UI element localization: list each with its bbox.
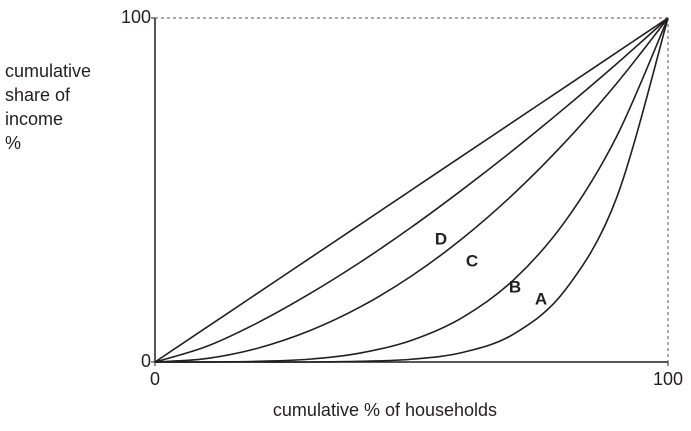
curve-label: A bbox=[535, 289, 547, 308]
x-tick-label: 0 bbox=[150, 369, 160, 389]
y-axis-title: income bbox=[5, 109, 63, 129]
curve bbox=[154, 17, 669, 363]
x-tick-label: 100 bbox=[653, 369, 683, 389]
curve-label: B bbox=[509, 277, 521, 296]
curve bbox=[154, 17, 669, 363]
curve bbox=[154, 17, 669, 363]
x-axis-title: cumulative % of households bbox=[273, 400, 497, 420]
y-tick-label: 0 bbox=[141, 351, 151, 371]
y-axis-title: share of bbox=[5, 85, 71, 105]
y-axis-title: % bbox=[5, 133, 21, 153]
curve bbox=[154, 17, 669, 363]
curve-label: D bbox=[435, 229, 447, 248]
y-tick-label: 100 bbox=[121, 7, 151, 27]
curve-label: C bbox=[466, 251, 478, 270]
y-axis-title: cumulative bbox=[5, 61, 91, 81]
